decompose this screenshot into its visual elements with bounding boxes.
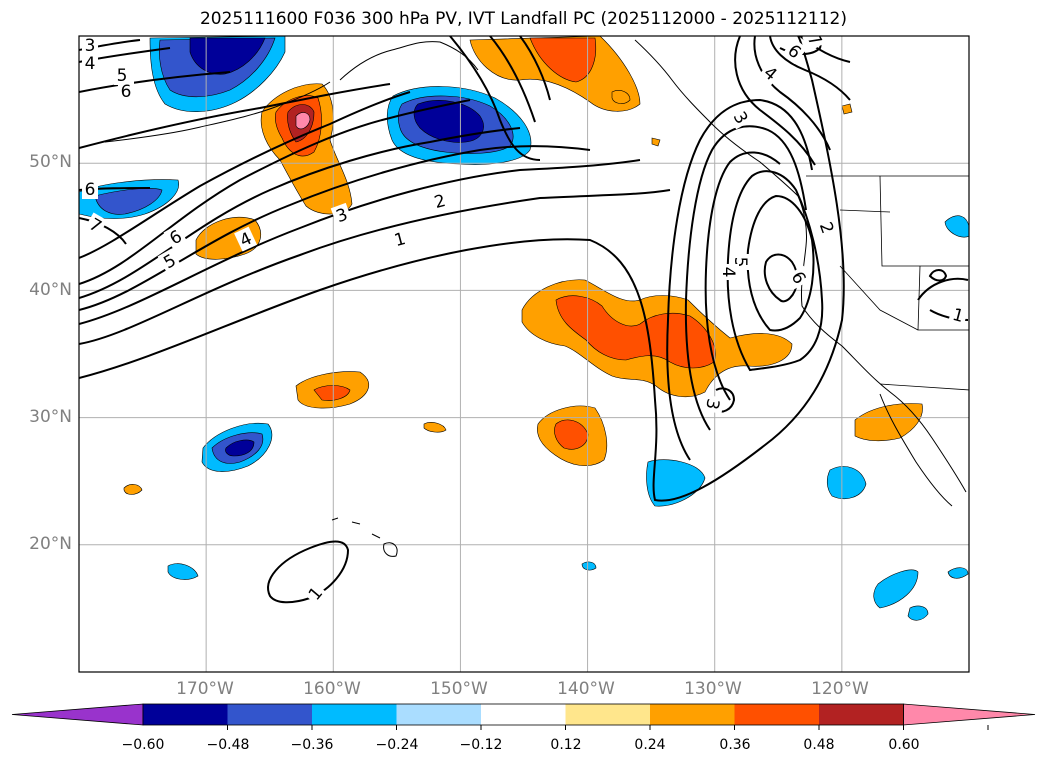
lat-label: 50°N: [29, 152, 72, 172]
lat-label: 40°N: [29, 280, 72, 300]
colorbar-bin: [819, 704, 904, 725]
map-frame: [78, 35, 970, 673]
contour-line: [79, 83, 391, 149]
lon-label: 140°W: [557, 679, 615, 699]
contour-line: [79, 127, 521, 299]
contour-line: [704, 151, 781, 401]
colorbar-bin: [143, 704, 228, 725]
colorbar-tick-label: −0.36: [290, 737, 334, 753]
pv-positive-patches: [123, 36, 923, 495]
gridlines: [79, 36, 969, 672]
colorbar-bin: [565, 704, 651, 725]
contour-line: [769, 36, 851, 101]
colorbar-bin: [734, 704, 820, 725]
contour-label: 3: [85, 36, 96, 56]
contour-label: 1: [392, 229, 408, 251]
contour-label: 1: [950, 305, 966, 327]
colorbar-tick-label: −0.12: [459, 737, 503, 753]
colorbar-bin: [396, 704, 482, 725]
contour-label: 2: [432, 191, 448, 213]
contour-line: [715, 387, 736, 413]
contour-line: [449, 36, 541, 161]
contour-line: [734, 36, 816, 166]
contour-line: [79, 159, 641, 325]
contour-labels: 3 4 5 6 6 7 6 5 4 3 2 1 3 6 4 5 4 6 7 3 …: [82, 36, 969, 606]
contour-line: [928, 269, 948, 282]
contour-line: [489, 36, 536, 123]
pv-negative-patches: [79, 36, 969, 621]
colorbar-extension-max: [903, 703, 1036, 726]
coastlines: [104, 39, 967, 557]
lat-label: 20°N: [29, 534, 72, 554]
colorbar-tick-label: 0.24: [634, 737, 666, 753]
hawaii-islands: [331, 517, 398, 557]
map-title: 2025111600 F036 300 hPa PV, IVT Landfall…: [199, 9, 847, 29]
colorbar-tick-label: −0.24: [375, 737, 419, 753]
colorbar: [11, 703, 1036, 730]
map-content: 3 4 5 6 6 7 6 5 4 3 2 1 3 6 4 5 4 6 7 3 …: [79, 36, 969, 672]
contour-line: [79, 189, 671, 345]
contour-label: 4: [85, 54, 96, 74]
colorbar-bin: [227, 704, 313, 725]
contour-line: [763, 253, 798, 303]
lat-label: 30°N: [29, 407, 72, 427]
political-borders: [806, 175, 969, 391]
colorbar-tick-label: −0.60: [121, 737, 165, 753]
lon-label: 130°W: [684, 679, 742, 699]
contour-label: 3: [701, 397, 723, 411]
colorbar-tick-label: −0.48: [206, 737, 250, 753]
contour-label: 6: [85, 180, 96, 200]
baja-coastline: [879, 393, 953, 507]
colorbar-bin: [650, 704, 735, 725]
contour-line: [666, 98, 813, 461]
contour-line: [753, 36, 831, 151]
contour-line: [79, 36, 845, 502]
lon-label: 120°W: [811, 679, 869, 699]
colorbar-bin: [312, 704, 397, 725]
contour-line: [79, 217, 127, 245]
colorbar-extension-min: [11, 703, 144, 726]
north-america-coastline: [634, 39, 967, 493]
contour-line: [79, 71, 231, 93]
pv-patch-orange: [469, 36, 641, 112]
contour-label: 5: [730, 257, 750, 268]
contour-line: [267, 540, 350, 604]
contour-label: 5: [117, 66, 128, 86]
contour-line: [79, 91, 411, 259]
contour-line: [684, 125, 807, 431]
lon-label: 160°W: [303, 679, 361, 699]
contour-label: 6: [121, 82, 132, 102]
colorbar-bin: [481, 704, 566, 725]
colorbar-tick-label: 0.48: [803, 737, 835, 753]
contour-line: [79, 145, 591, 311]
contour-line: [79, 99, 471, 285]
colorbar-tick-label: 0.12: [550, 737, 582, 753]
colorbar-tick-label: 0.60: [888, 737, 920, 753]
ivt-contours: [79, 36, 969, 604]
lon-label: 150°W: [430, 679, 488, 699]
alaska-coastline: [104, 41, 479, 143]
contour-line: [519, 36, 551, 101]
colorbar-frame: [142, 703, 904, 726]
contour-label: 4: [718, 267, 738, 278]
colorbar-tick-label: 0.36: [719, 737, 751, 753]
lon-label: 170°W: [176, 679, 234, 699]
